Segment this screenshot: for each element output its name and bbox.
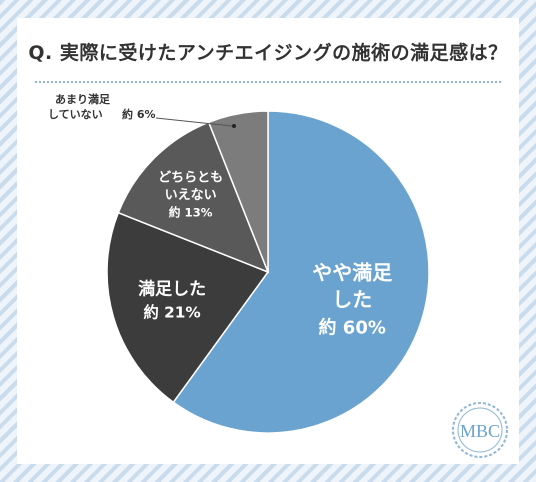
small-slice-callout: あまり満足 していない 約 6% [48,92,236,128]
slice-category-label: 満足した [138,278,206,299]
callout-label-line-2: していない [48,108,103,121]
slice-category-label: いえない [165,188,217,203]
pie-slice [117,121,270,274]
slice-value-label: 約 60% [319,316,386,338]
slice-category-label: どちらとも [158,171,223,186]
callout-dot [232,124,236,128]
slice-value-label: 約 21% [144,303,201,321]
title-divider [35,81,501,83]
slice-value-label: 約 13% [169,206,213,220]
pie-slice [172,110,430,434]
callout-value: 約 6% [122,107,156,121]
chart-title: Q. 実際に受けたアンチエイジングの施術の満足感は？ [28,42,508,64]
slice-category-label: した [332,287,372,311]
callout-leader-line [155,117,233,127]
pie-slice [106,211,270,404]
logo-inner-ring [457,407,503,453]
mbc-logo: MBC [452,402,508,458]
pie-slice [207,110,269,273]
callout-label-line-1: あまり満足 [55,92,111,106]
pie-slices [106,110,430,434]
logo-text: MBC [460,421,500,441]
logo-ring [452,402,508,458]
slice-category-label: やや満足 [312,260,393,284]
